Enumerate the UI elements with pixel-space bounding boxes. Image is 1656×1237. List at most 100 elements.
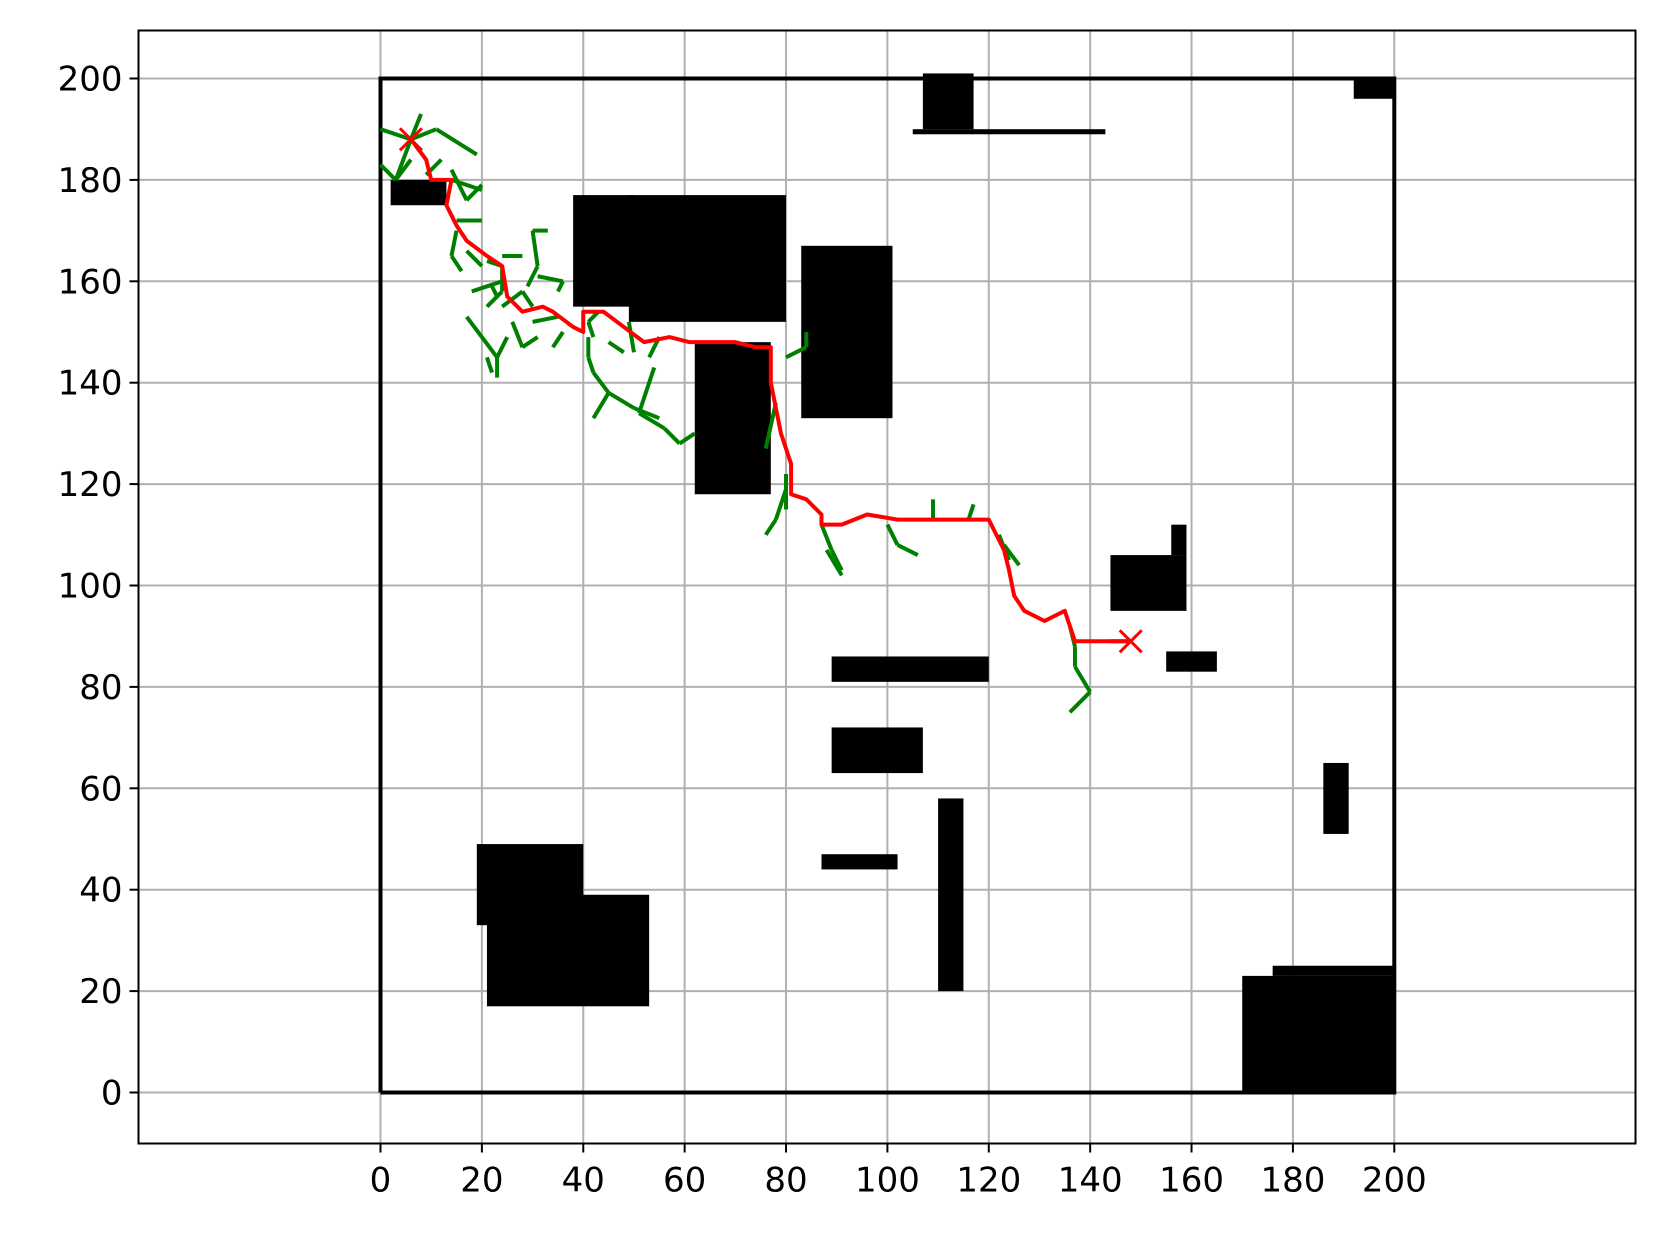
tree-edge <box>379 127 412 142</box>
obstacle <box>922 73 974 130</box>
tree-edge <box>764 518 778 536</box>
tree-edge <box>525 265 540 288</box>
tree-edge <box>591 371 611 395</box>
y-tick-label: 0 <box>101 1074 123 1114</box>
obstacle <box>1110 555 1187 611</box>
tree-edge <box>379 163 398 182</box>
tree-edge <box>829 549 844 572</box>
y-tick-label: 160 <box>58 262 123 302</box>
obstacle <box>573 195 634 307</box>
axis-ticks: 0 20 40 60 80 100 120 140 160 180 200 0 20 40 60 80 100 1… <box>58 60 1427 1201</box>
y-tick-label: 60 <box>79 769 122 809</box>
search-tree <box>379 113 1131 714</box>
tree-edge <box>485 290 504 309</box>
obstacle <box>486 894 650 1007</box>
tree-edge <box>520 290 535 308</box>
tree-edge <box>510 321 525 348</box>
obstacle <box>1242 975 1395 1093</box>
tree-edge <box>532 314 559 324</box>
tree-edge <box>819 523 834 551</box>
obstacle <box>1171 524 1187 556</box>
obstacle <box>831 727 923 774</box>
tree-edge <box>586 356 596 374</box>
obstacle <box>912 129 1106 135</box>
x-tick-label: 140 <box>1058 1161 1123 1201</box>
tree-edge <box>521 335 539 349</box>
tree-edge <box>551 330 565 349</box>
y-tick-label: 80 <box>79 668 122 708</box>
x-tick-label: 60 <box>663 1161 706 1201</box>
x-tick-label: 200 <box>1362 1161 1427 1201</box>
tree-edge <box>591 391 611 420</box>
tree-edge <box>490 285 499 298</box>
x-tick-label: 180 <box>1260 1161 1325 1201</box>
tree-edge <box>1073 665 1092 693</box>
boundary-line <box>378 76 1397 1095</box>
x-tick-label: 0 <box>370 1161 392 1201</box>
y-tick-label: 20 <box>79 972 122 1012</box>
tree-edge <box>966 503 976 521</box>
x-tick-label: 40 <box>562 1161 605 1201</box>
tree-edge <box>1068 690 1092 714</box>
x-tick-label: 160 <box>1159 1161 1224 1201</box>
tree-edge <box>465 249 484 268</box>
obstacle <box>821 854 898 870</box>
tree-edge <box>449 168 469 202</box>
obstacles <box>390 73 1395 1093</box>
tree-edge <box>586 321 596 338</box>
obstacle <box>1353 78 1395 99</box>
obstacle <box>1272 965 1395 976</box>
tree-edge <box>556 280 565 293</box>
x-tick-label: 20 <box>460 1161 503 1201</box>
tree-edge <box>393 138 413 181</box>
x-tick-label: 100 <box>855 1161 920 1201</box>
tree-edge <box>495 336 510 359</box>
obstacle <box>801 245 893 419</box>
y-tick-label: 200 <box>58 60 123 100</box>
planned-path <box>409 138 1131 644</box>
tree-edge <box>607 391 635 410</box>
obstacle <box>390 179 447 206</box>
tree-edge <box>410 127 438 142</box>
tree-edge <box>1002 543 1021 567</box>
tree-edge <box>678 431 696 446</box>
tree-edge <box>409 113 423 141</box>
tree-edge <box>471 279 503 294</box>
tree-edge <box>530 230 540 267</box>
y-tick-label: 140 <box>58 364 123 404</box>
tree-edge <box>763 402 778 450</box>
tree-edge <box>662 426 681 445</box>
tree-edge <box>896 543 919 557</box>
start-marker <box>398 127 423 152</box>
x-tick-label: 120 <box>956 1161 1021 1201</box>
tree-edge <box>885 523 900 546</box>
y-tick-label: 100 <box>58 567 123 607</box>
tree-edge <box>824 548 844 577</box>
tree-edge <box>773 488 788 521</box>
tree-edge <box>637 366 657 414</box>
tree-edge <box>626 321 636 353</box>
tree-edge <box>465 315 499 359</box>
tree-edge <box>449 254 464 273</box>
goal-marker <box>1118 629 1143 654</box>
y-tick-label: 120 <box>58 465 123 505</box>
obstacle <box>1166 651 1217 672</box>
tree-edge <box>435 127 478 157</box>
path-line <box>409 138 1131 644</box>
tree-edge <box>449 230 459 257</box>
obstacle <box>1323 762 1349 834</box>
tree-edge <box>785 345 808 360</box>
tree-edge <box>607 340 625 354</box>
tree-edge <box>485 356 494 374</box>
workspace-boundary <box>378 76 1397 1095</box>
tree-edge <box>637 411 666 431</box>
endpoint-markers <box>398 127 1143 654</box>
obstacle <box>938 798 964 992</box>
y-tick-label: 180 <box>58 161 123 201</box>
tree-edge <box>465 183 484 202</box>
x-tick-label: 80 <box>764 1161 807 1201</box>
obstacle <box>831 656 989 682</box>
tree-edge <box>537 274 564 284</box>
